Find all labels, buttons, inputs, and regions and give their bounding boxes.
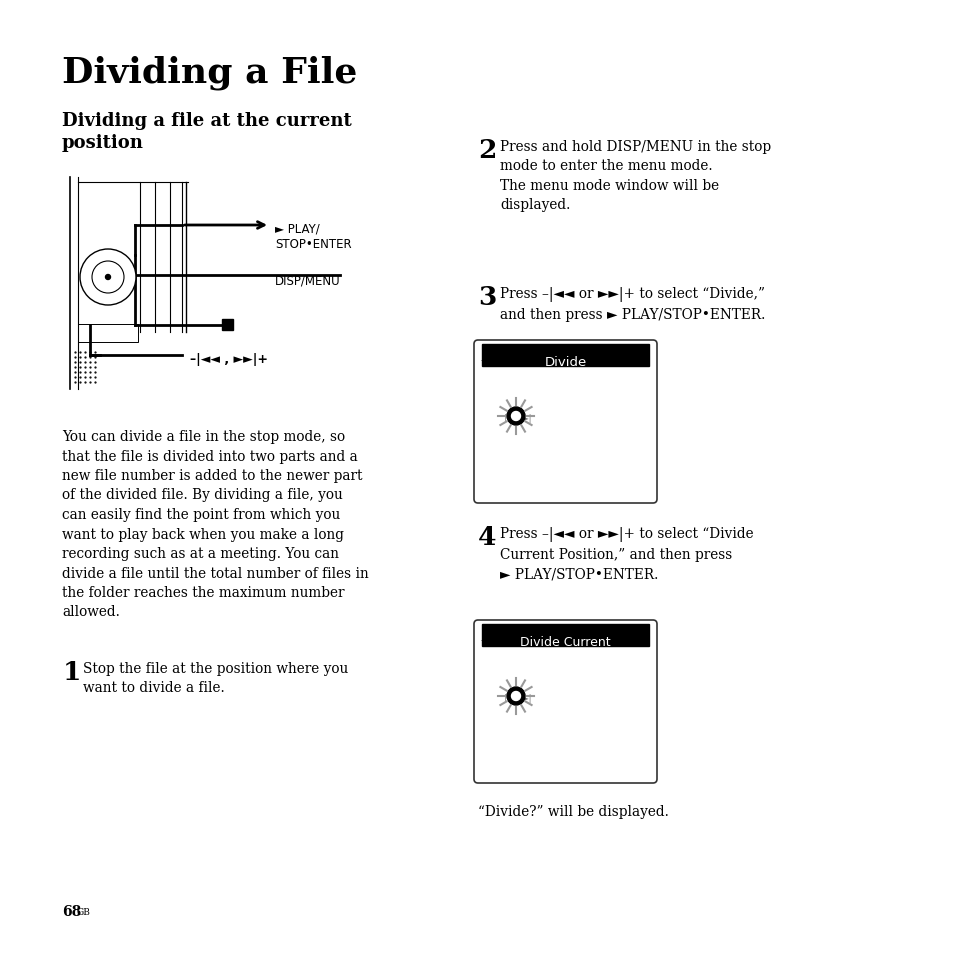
Text: Press and hold DISP/MENU in the stop
mode to enter the menu mode.
The menu mode : Press and hold DISP/MENU in the stop mod… [499,140,770,213]
Text: |◄◄: |◄◄ [503,414,517,422]
Text: 68: 68 [62,904,81,918]
Text: –|◄◄ , ►►|+: –|◄◄ , ►►|+ [190,353,268,366]
Text: ◄: ◄ [480,354,488,364]
Circle shape [511,692,520,700]
Text: Press –|◄◄ or ►►|+ to select “Divide
Current Position,” and then press
► PLAY/ST: Press –|◄◄ or ►►|+ to select “Divide Cur… [499,526,753,580]
Text: Dividing a File: Dividing a File [62,55,357,90]
Text: GB: GB [77,907,91,916]
Circle shape [506,408,524,426]
Text: Dividing a file at the current
position: Dividing a file at the current position [62,112,352,152]
Text: ► PLAY/
STOP•ENTER: ► PLAY/ STOP•ENTER [274,223,352,251]
Bar [222,319,233,331]
Bar [481,624,648,646]
Text: ►: ► [641,354,649,364]
Text: ►: ► [641,634,649,643]
Bar [481,345,648,367]
Text: 1: 1 [63,659,81,684]
Text: Press –|◄◄ or ►►|+ to select “Divide,”
and then press ► PLAY/STOP•ENTER.: Press –|◄◄ or ►►|+ to select “Divide,” a… [499,287,764,321]
Circle shape [80,250,136,306]
Circle shape [106,275,111,280]
Text: Stop the file at the position where you
want to divide a file.: Stop the file at the position where you … [83,661,348,695]
Text: Divide Current: Divide Current [519,636,610,648]
Text: DISP/MENU: DISP/MENU [274,274,340,287]
Circle shape [91,262,124,294]
Text: 3: 3 [477,285,496,310]
Circle shape [506,687,524,705]
Text: ◄: ◄ [480,634,488,643]
Bar [78,325,138,343]
Text: ►►|: ►►| [517,414,532,422]
Text: 2: 2 [477,138,496,163]
Text: Divide: Divide [544,355,586,369]
Circle shape [511,412,520,421]
FancyBboxPatch shape [474,340,657,503]
FancyBboxPatch shape [474,620,657,783]
Text: ►►|: ►►| [517,693,532,702]
Text: “Divide?” will be displayed.: “Divide?” will be displayed. [477,804,668,818]
Text: |◄◄: |◄◄ [503,693,517,702]
Text: 4: 4 [477,524,496,550]
Text: You can divide a file in the stop mode, so
that the file is divided into two par: You can divide a file in the stop mode, … [62,430,369,618]
